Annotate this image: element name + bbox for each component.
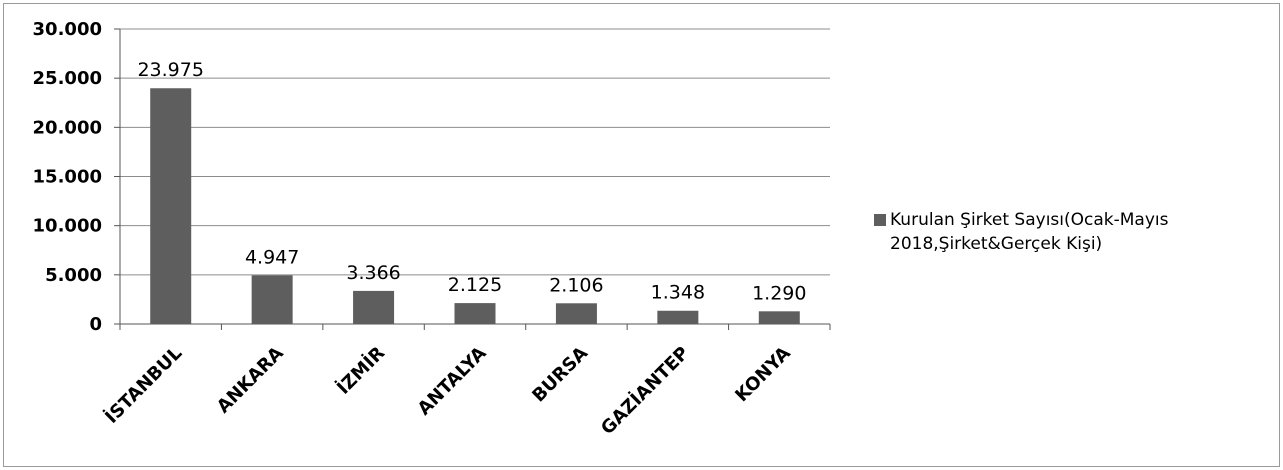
x-tick-label: İZMİR xyxy=(332,342,389,399)
x-tick-label: KONYA xyxy=(731,343,795,407)
data-label: 1.290 xyxy=(752,282,806,304)
data-label: 3.366 xyxy=(346,262,400,284)
bar xyxy=(758,311,800,324)
bar xyxy=(353,290,395,324)
y-tick-label: 15.000 xyxy=(33,167,102,188)
chart-frame xyxy=(3,3,1280,467)
data-label: 2.125 xyxy=(448,274,502,296)
data-label: 4.947 xyxy=(245,246,299,268)
legend-swatch xyxy=(874,214,886,226)
data-label: 23.975 xyxy=(137,59,203,81)
bar xyxy=(150,88,192,324)
data-label: 2.106 xyxy=(549,274,603,296)
x-tick-label: GAZİANTEP xyxy=(596,342,693,439)
y-tick-label: 0 xyxy=(89,314,102,335)
y-tick-label: 30.000 xyxy=(33,19,102,40)
bar xyxy=(555,303,597,324)
x-tick-label: BURSA xyxy=(528,343,592,407)
y-tick-label: 20.000 xyxy=(33,117,102,138)
legend: Kurulan Şirket Sayısı(Ocak-Mayıs 2018,Şi… xyxy=(874,208,1274,256)
bar xyxy=(251,275,293,324)
legend-label: Kurulan Şirket Sayısı(Ocak-Mayıs 2018,Şi… xyxy=(890,210,1169,254)
x-tick-label: İSTANBUL xyxy=(100,342,186,428)
y-tick-label: 10.000 xyxy=(33,216,102,237)
bar xyxy=(454,303,496,324)
data-label: 1.348 xyxy=(651,282,705,304)
x-tick-label: ANKARA xyxy=(213,343,288,418)
x-tick-label: ANTALYA xyxy=(414,343,491,420)
y-tick-label: 25.000 xyxy=(33,68,102,89)
bar xyxy=(657,310,699,324)
y-tick-label: 5.000 xyxy=(45,265,102,286)
